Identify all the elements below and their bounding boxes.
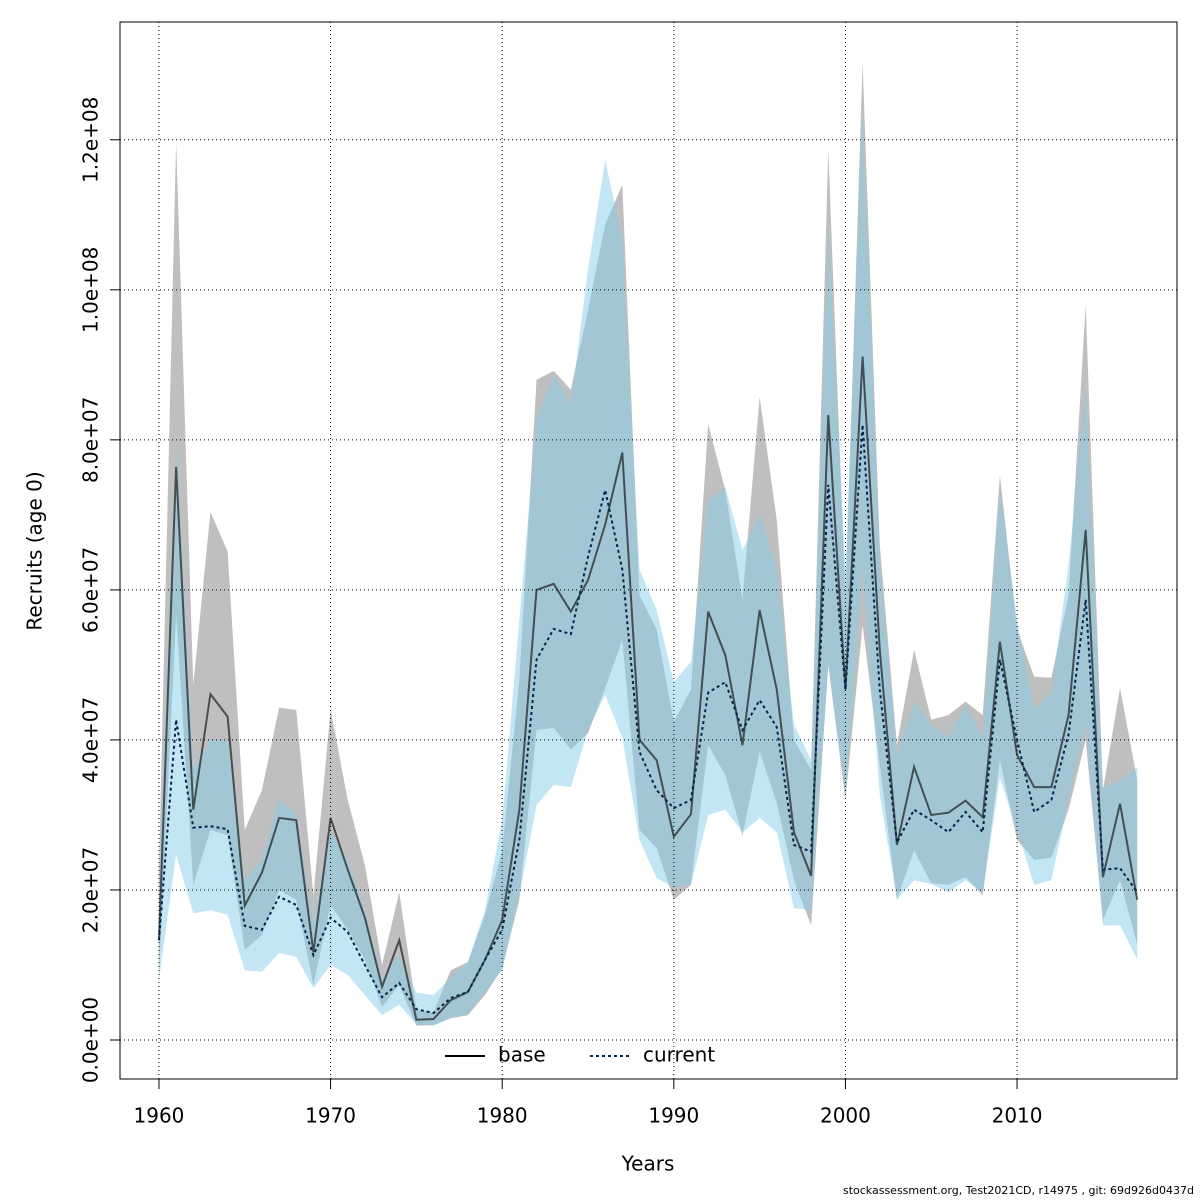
x-tick-label: 2010 — [992, 1104, 1043, 1128]
x-tick-label: 2000 — [820, 1104, 871, 1128]
x-tick-label: 1970 — [305, 1104, 356, 1128]
y-tick-label: 8.0e+07 — [79, 397, 103, 483]
y-tick-label: 1.2e+08 — [79, 97, 103, 183]
x-tick-label: 1990 — [648, 1104, 699, 1128]
footer: stockassessment.org, Test2021CD, r14975 … — [843, 1184, 1194, 1197]
x-axis-label: Years — [621, 1152, 675, 1176]
y-tick-label: 6.0e+07 — [79, 547, 103, 633]
y-tick-label: 1.0e+08 — [79, 247, 103, 333]
plot-frame — [119, 21, 1178, 1080]
legend-label: current — [643, 1043, 715, 1067]
series-line — [157, 424, 1138, 1015]
y-tick-label: 0.0e+00 — [79, 997, 103, 1083]
legend-label: base — [498, 1043, 546, 1067]
x-tick-label: 1960 — [134, 1104, 185, 1128]
x-tick-label: 1980 — [477, 1104, 528, 1128]
y-axis-label: Recruits (age 0) — [23, 471, 47, 630]
y-tick-label: 4.0e+07 — [79, 697, 103, 783]
series-line — [157, 356, 1139, 1021]
y-tick-label: 2.0e+07 — [79, 847, 103, 933]
